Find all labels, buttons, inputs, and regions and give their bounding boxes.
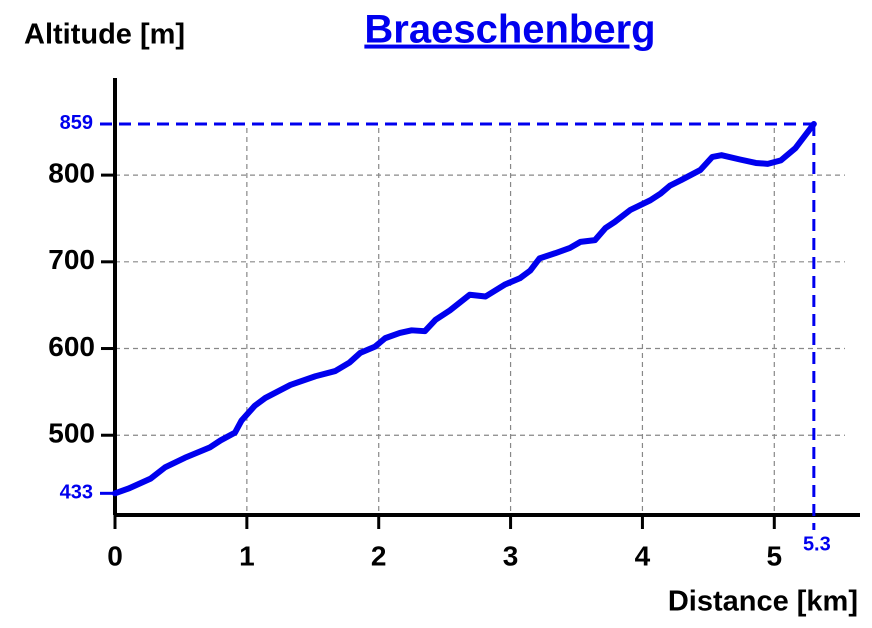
chart-title: Braeschenberg xyxy=(364,8,655,52)
x-tick-label: 5 xyxy=(767,540,783,571)
y-axis-label: Altitude [m] xyxy=(24,19,185,51)
y-tick-label: 800 xyxy=(48,158,95,189)
total-distance-label: 5.3 xyxy=(803,533,831,555)
x-axis-label: Distance [km] xyxy=(668,586,858,618)
x-tick-label: 0 xyxy=(107,540,123,571)
altitude-line xyxy=(112,120,817,497)
x-tick-label: 3 xyxy=(503,540,519,571)
x-tick-label: 4 xyxy=(635,540,651,571)
y-tick-label: 700 xyxy=(48,244,95,275)
min-altitude-label: 433 xyxy=(60,482,93,504)
x-tick-label: 2 xyxy=(371,540,387,571)
y-tick-label: 600 xyxy=(48,331,95,362)
x-tick-label: 1 xyxy=(239,540,255,571)
max-altitude-label: 859 xyxy=(60,112,93,134)
y-tick-label: 500 xyxy=(48,418,95,449)
